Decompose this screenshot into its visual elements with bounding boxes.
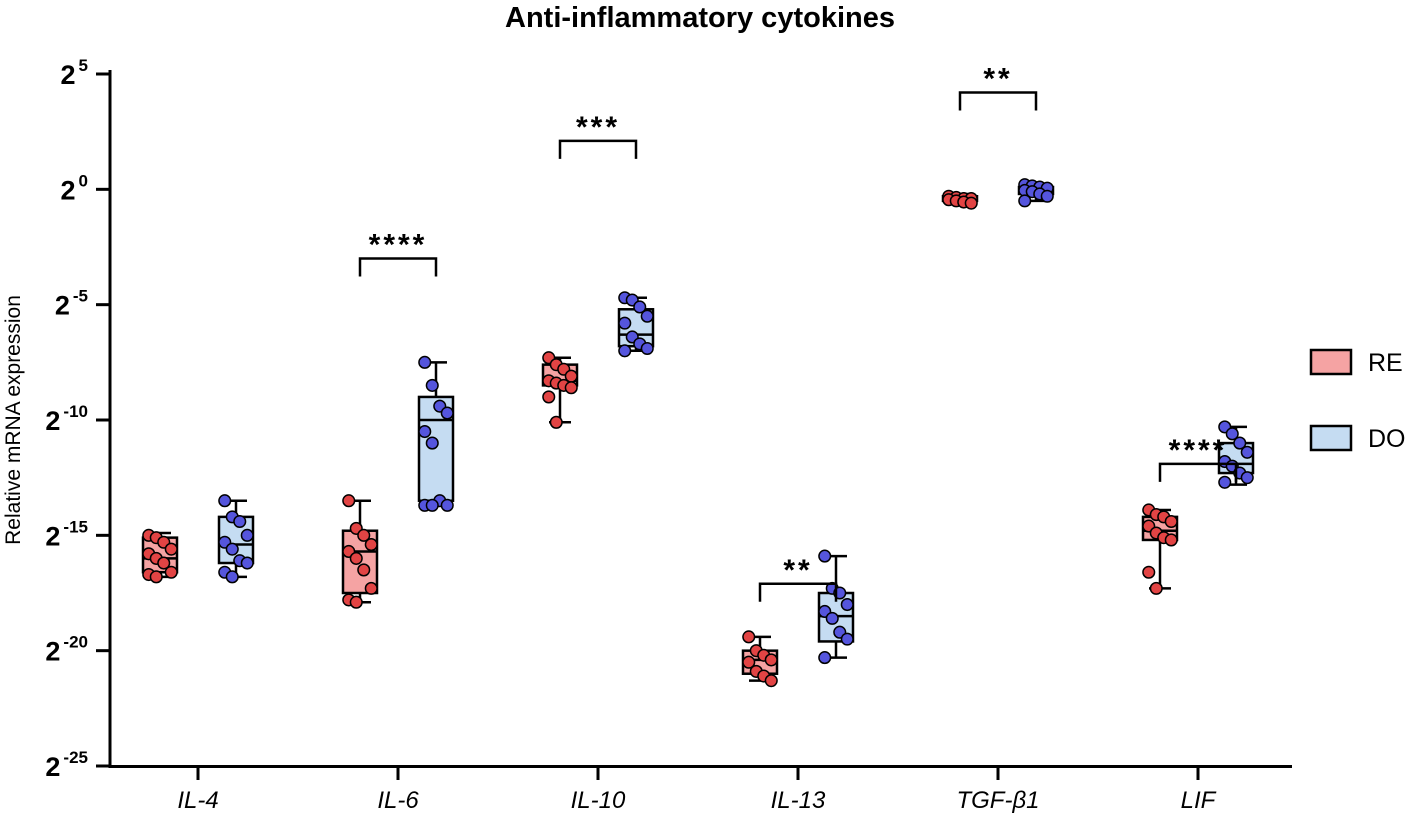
- data-point-re: [364, 581, 378, 595]
- data-point-re: [357, 563, 371, 577]
- y-tick-label: 2 -25: [45, 748, 88, 782]
- data-point-do: [818, 651, 832, 665]
- data-point-re: [764, 674, 778, 688]
- data-point-re: [349, 551, 363, 565]
- chart-title: Anti-inflammatory cytokines: [505, 2, 895, 34]
- x-tick-label: IL-6: [377, 787, 419, 814]
- data-point-do: [440, 498, 454, 512]
- data-point-do: [240, 556, 254, 570]
- data-point-re: [1142, 565, 1156, 579]
- data-point-do: [633, 300, 647, 314]
- legend-swatch-re: [1309, 348, 1353, 376]
- data-point-do: [618, 344, 632, 358]
- legend-label-re: RE: [1368, 349, 1403, 377]
- y-tick-label: 2 -5: [55, 287, 88, 321]
- legend-label-do: DO: [1368, 425, 1406, 453]
- data-point-re: [1164, 514, 1178, 529]
- y-tick-label: 2 -15: [45, 517, 88, 551]
- data-point-re: [542, 390, 556, 404]
- data-point-do: [640, 309, 654, 323]
- data-point-re: [164, 542, 178, 556]
- legend-swatch-do: [1309, 424, 1353, 452]
- y-tick-label: 2 -10: [45, 402, 88, 436]
- data-point-do: [418, 355, 432, 369]
- data-point-re: [964, 196, 978, 210]
- data-point-re: [364, 538, 378, 552]
- data-point-do: [425, 436, 439, 450]
- data-point-do: [840, 632, 854, 646]
- significance-stars: **: [983, 62, 1012, 95]
- data-point-do: [1233, 436, 1247, 450]
- data-point-do: [1218, 475, 1232, 489]
- significance-brackets: ***************: [358, 62, 1238, 602]
- data-point-re: [742, 630, 756, 644]
- data-point-re: [564, 381, 578, 395]
- data-point-do: [840, 597, 854, 612]
- data-point-do: [1240, 445, 1254, 459]
- significance-stars: **: [783, 554, 812, 587]
- data-points: [142, 178, 1254, 688]
- data-point-do: [240, 528, 254, 542]
- data-point-do: [1040, 189, 1054, 203]
- data-point-re: [149, 570, 163, 584]
- data-point-do: [225, 570, 239, 584]
- data-point-re: [764, 653, 778, 667]
- y-tick-label: 2 -20: [45, 633, 88, 667]
- significance-stars: ****: [369, 229, 428, 262]
- data-point-do: [640, 341, 654, 356]
- data-point-do: [225, 542, 239, 556]
- data-point-do: [425, 378, 439, 392]
- data-point-do: [440, 406, 454, 420]
- data-point-do: [1240, 471, 1254, 485]
- data-point-re: [742, 655, 756, 669]
- x-ticks: IL-4 IL-6 IL-10 IL-13 TGF-β1 LIF: [177, 766, 1217, 814]
- data-point-re: [1164, 533, 1178, 547]
- data-point-do: [418, 424, 432, 439]
- significance-bracket: [758, 582, 838, 602]
- data-point-do: [218, 494, 232, 508]
- significance-bracket: [958, 91, 1038, 111]
- significance-bracket: [1158, 462, 1238, 482]
- data-point-do: [425, 498, 439, 512]
- x-tick-label: TGF-β1: [956, 787, 1039, 814]
- data-point-do: [818, 549, 832, 563]
- x-tick-label: LIF: [1181, 787, 1217, 814]
- data-point-do: [233, 514, 247, 529]
- data-point-do: [825, 611, 839, 625]
- y-axis-label: Relative mRNA expression: [2, 295, 25, 545]
- data-point-re: [549, 415, 563, 429]
- significance-bracket: [358, 257, 438, 277]
- data-point-re: [342, 494, 356, 508]
- data-point-re: [164, 565, 178, 579]
- x-tick-label: IL-13: [771, 787, 826, 814]
- significance-stars: ***: [576, 111, 620, 144]
- data-point-do: [1018, 194, 1032, 208]
- significance-stars: ****: [1169, 434, 1228, 467]
- y-ticks: 2 5 2 0 2 -5 2 -10 2 -15 2 -20 2 -25: [45, 56, 110, 782]
- boxes: [141, 183, 1255, 682]
- x-tick-label: IL-10: [571, 787, 626, 814]
- data-point-re: [357, 528, 371, 542]
- x-tick-label: IL-4: [177, 787, 218, 814]
- data-point-re: [1149, 581, 1163, 595]
- data-point-do: [1225, 427, 1239, 441]
- data-point-re: [349, 595, 363, 609]
- data-point-do: [618, 316, 632, 330]
- data-point-re: [157, 556, 171, 570]
- significance-bracket: [558, 139, 638, 159]
- legend: RE DO: [1309, 348, 1406, 453]
